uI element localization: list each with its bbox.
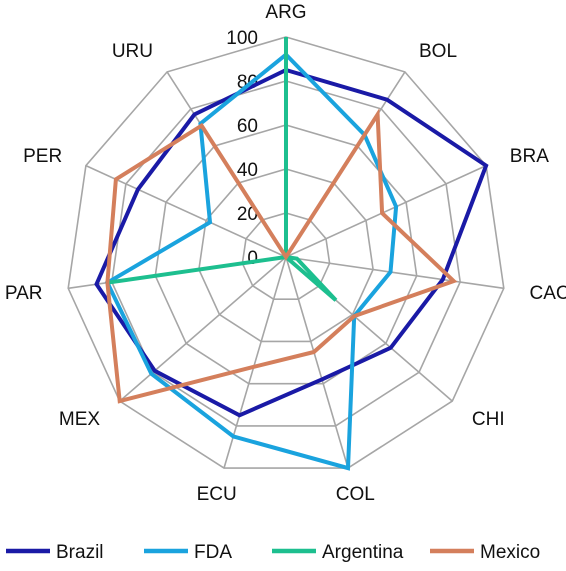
grid-ring-100 xyxy=(67,36,505,469)
series-line-fda xyxy=(104,51,399,471)
category-label-chi: CHI xyxy=(472,409,505,430)
category-label-bra: BRA xyxy=(510,146,549,167)
legend-label-argentina: Argentina xyxy=(322,542,404,563)
legend-label-brazil: Brazil xyxy=(56,542,104,563)
spoke-cac xyxy=(285,256,504,290)
category-label-uru: URU xyxy=(112,41,153,62)
legend-label-fda: FDA xyxy=(194,542,232,563)
grid-ring-60 xyxy=(154,124,418,385)
series-lines xyxy=(94,37,489,471)
tick-label-40: 40 xyxy=(237,160,258,181)
category-label-col: COL xyxy=(336,484,375,505)
legend: Brazil FDA Argentina Mexico xyxy=(6,542,540,563)
series-line-mexico xyxy=(105,108,458,404)
category-label-per: PER xyxy=(23,146,62,167)
legend-item-argentina: Argentina xyxy=(272,542,404,563)
tick-label-100: 100 xyxy=(226,28,258,49)
category-label-par: PAR xyxy=(5,283,43,304)
legend-label-mexico: Mexico xyxy=(480,542,540,563)
tick-label-20: 20 xyxy=(237,204,258,225)
series-line-brazil xyxy=(94,67,489,418)
spoke-col xyxy=(285,256,349,469)
category-label-cac: CAC xyxy=(530,283,566,304)
tick-label-60: 60 xyxy=(237,116,258,137)
spoke-bra xyxy=(285,164,487,258)
spoke-ecu xyxy=(223,256,287,469)
category-labels: ARG BOL BRA CAC CHI COL ECU MEX PAR PER URU xyxy=(5,2,566,505)
legend-item-fda: FDA xyxy=(144,542,232,563)
category-label-arg: ARG xyxy=(265,2,306,23)
spoke-per xyxy=(85,164,287,258)
category-label-bol: BOL xyxy=(419,41,457,62)
grid-ring-80 xyxy=(110,80,462,427)
category-label-ecu: ECU xyxy=(197,484,237,505)
spoke-mex xyxy=(119,256,287,402)
category-label-mex: MEX xyxy=(59,409,101,430)
tick-label-0: 0 xyxy=(247,248,258,269)
legend-item-brazil: Brazil xyxy=(6,542,104,563)
radar-grid xyxy=(67,36,505,469)
legend-item-mexico: Mexico xyxy=(430,542,540,563)
grid-ring-40 xyxy=(198,168,374,343)
grid-ring-20 xyxy=(241,212,331,301)
